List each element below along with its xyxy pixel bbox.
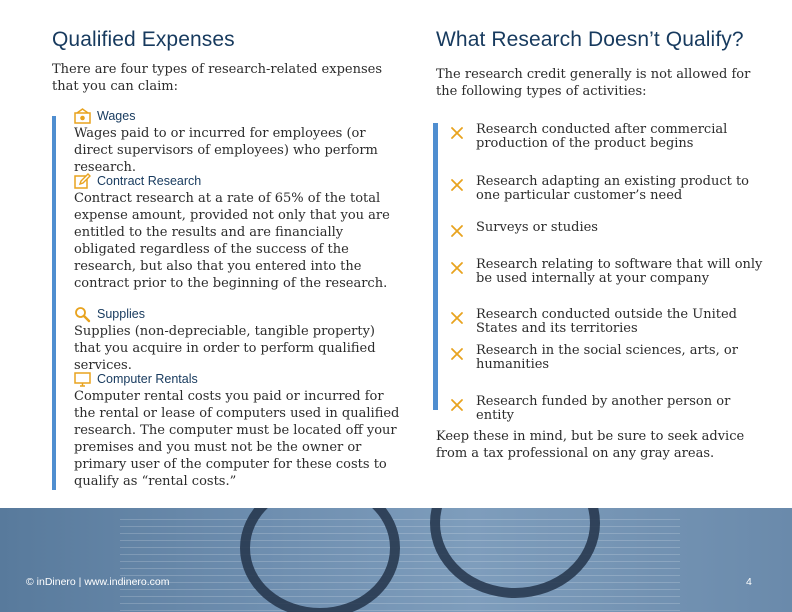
nonqualifying-item: Research relating to software that will … bbox=[450, 258, 770, 286]
nonqualifying-item: Research funded by another person or ent… bbox=[450, 395, 770, 423]
expense-item-label: Computer Rentals bbox=[97, 372, 198, 386]
edit-icon bbox=[74, 172, 91, 190]
nonqualifying-item: Research conducted outside the United St… bbox=[450, 308, 770, 336]
expense-item-body: Contract research at a rate of 65% of th… bbox=[74, 191, 390, 291]
doesnt-qualify-heading: What Research Doesn’t Qualify? bbox=[436, 28, 744, 51]
footer-banner-image bbox=[0, 508, 792, 612]
x-mark-icon bbox=[451, 127, 463, 139]
expense-item-label: Supplies bbox=[97, 307, 145, 321]
expense-item-body: Computer rental costs you paid or incurr… bbox=[74, 389, 400, 489]
nonqualifying-item: Research in the social sciences, arts, o… bbox=[450, 344, 770, 372]
expense-item-wages: Wages Wages paid to or incurred for empl… bbox=[74, 107, 404, 176]
x-mark-icon bbox=[451, 179, 463, 191]
x-mark-icon bbox=[451, 312, 463, 324]
expense-item-contract-research: Contract Research Contract research at a… bbox=[74, 172, 404, 292]
nonqualifying-item-text: Research relating to software that will … bbox=[476, 257, 763, 286]
expense-item-body: Supplies (non-depreciable, tangible prop… bbox=[74, 324, 376, 373]
qualified-expenses-intro: There are four types of research-related… bbox=[52, 62, 383, 94]
expense-item-label: Wages bbox=[97, 109, 136, 123]
left-accent-bar bbox=[52, 116, 56, 490]
x-mark-icon bbox=[451, 348, 463, 360]
wages-icon bbox=[74, 107, 91, 125]
nonqualifying-item: Research adapting an existing product to… bbox=[450, 175, 770, 203]
qualified-expenses-heading: Qualified Expenses bbox=[52, 28, 235, 51]
right-accent-bar bbox=[433, 123, 438, 410]
closing-note: Keep these in mind, but be sure to seek … bbox=[436, 429, 745, 461]
nonqualifying-item: Research conducted after commercial prod… bbox=[450, 123, 770, 151]
nonqualifying-item-text: Research funded by another person or ent… bbox=[476, 394, 731, 423]
nonqualifying-item-text: Research in the social sciences, arts, o… bbox=[476, 343, 738, 372]
expense-item-label: Contract Research bbox=[97, 174, 202, 188]
expense-item-computer-rentals: Computer Rentals Computer rental costs y… bbox=[74, 370, 404, 490]
nonqualifying-item: Surveys or studies bbox=[450, 221, 770, 238]
doesnt-qualify-intro: The research credit generally is not all… bbox=[436, 67, 751, 99]
x-mark-icon bbox=[451, 399, 463, 411]
expense-item-supplies: Supplies Supplies (non-depreciable, tang… bbox=[74, 305, 404, 374]
footer-copyright: © inDinero | www.indinero.com bbox=[26, 576, 170, 588]
nonqualifying-item-text: Surveys or studies bbox=[476, 220, 598, 235]
x-mark-icon bbox=[451, 262, 463, 274]
nonqualifying-item-text: Research adapting an existing product to… bbox=[476, 174, 750, 203]
magnifier-icon bbox=[74, 306, 91, 323]
nonqualifying-item-text: Research conducted after commercial prod… bbox=[476, 122, 728, 151]
expense-item-body: Wages paid to or incurred for employees … bbox=[74, 126, 378, 175]
monitor-icon bbox=[74, 371, 91, 388]
x-mark-icon bbox=[451, 225, 463, 237]
page-number: 4 bbox=[746, 576, 752, 588]
nonqualifying-item-text: Research conducted outside the United St… bbox=[476, 307, 737, 336]
